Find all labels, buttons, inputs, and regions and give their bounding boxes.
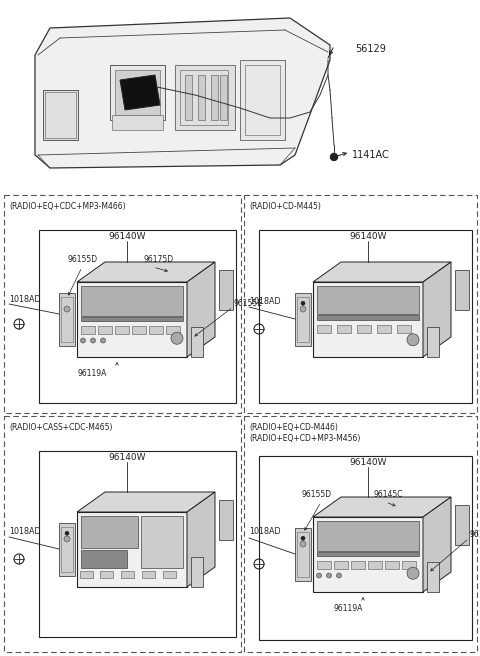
Bar bbox=[77, 282, 187, 357]
Bar bbox=[313, 517, 423, 592]
Bar bbox=[39, 230, 236, 403]
Bar bbox=[317, 325, 331, 333]
Bar bbox=[81, 516, 137, 548]
Bar bbox=[98, 325, 112, 333]
Circle shape bbox=[301, 301, 305, 305]
Text: (RADIO+EQ+CD-M446)
(RADIO+EQ+CD+MP3-M456): (RADIO+EQ+CD-M446) (RADIO+EQ+CD+MP3-M456… bbox=[249, 423, 360, 443]
Bar bbox=[4, 195, 241, 413]
Bar bbox=[141, 516, 183, 568]
Polygon shape bbox=[423, 262, 451, 357]
Bar bbox=[317, 315, 419, 319]
Polygon shape bbox=[187, 262, 215, 357]
Text: 96140W: 96140W bbox=[108, 232, 146, 241]
Bar bbox=[334, 560, 348, 569]
Bar bbox=[163, 571, 176, 577]
Bar bbox=[244, 195, 477, 413]
Bar bbox=[175, 65, 235, 130]
Bar bbox=[219, 499, 233, 539]
Bar bbox=[100, 571, 113, 577]
Text: 96155D: 96155D bbox=[67, 255, 97, 264]
Circle shape bbox=[300, 541, 306, 547]
Bar bbox=[81, 550, 127, 568]
Text: 96175D: 96175D bbox=[143, 255, 173, 264]
Bar bbox=[211, 75, 218, 120]
Bar bbox=[455, 270, 469, 310]
Text: (RADIO+CASS+CDC-M465): (RADIO+CASS+CDC-M465) bbox=[9, 423, 112, 432]
Bar bbox=[149, 325, 163, 333]
Bar bbox=[80, 571, 93, 577]
Circle shape bbox=[407, 567, 419, 579]
Text: 1018AD: 1018AD bbox=[9, 295, 41, 304]
Polygon shape bbox=[120, 75, 160, 110]
Circle shape bbox=[64, 306, 70, 312]
Bar bbox=[397, 325, 411, 333]
Bar bbox=[4, 416, 241, 652]
Circle shape bbox=[407, 334, 419, 346]
Bar bbox=[351, 560, 365, 569]
Polygon shape bbox=[77, 262, 215, 282]
Bar bbox=[191, 327, 203, 357]
Bar bbox=[317, 521, 419, 551]
Bar bbox=[121, 571, 134, 577]
Text: 96155E: 96155E bbox=[469, 530, 480, 539]
Bar bbox=[317, 552, 419, 556]
Circle shape bbox=[65, 531, 69, 535]
Text: 56129: 56129 bbox=[355, 44, 386, 54]
Bar bbox=[317, 560, 331, 569]
Text: 96140W: 96140W bbox=[349, 232, 387, 241]
Bar bbox=[185, 75, 192, 120]
Bar bbox=[244, 416, 477, 652]
Bar bbox=[115, 70, 160, 115]
Circle shape bbox=[171, 332, 183, 344]
Bar bbox=[377, 325, 391, 333]
Bar bbox=[59, 293, 75, 346]
Bar bbox=[295, 293, 311, 346]
Bar bbox=[59, 523, 75, 576]
Text: 96140W: 96140W bbox=[108, 453, 146, 462]
Bar bbox=[81, 286, 183, 316]
Circle shape bbox=[64, 536, 70, 542]
Bar bbox=[81, 325, 95, 333]
Bar bbox=[295, 528, 311, 581]
Bar bbox=[220, 75, 227, 120]
Bar bbox=[110, 65, 165, 120]
Bar bbox=[81, 318, 183, 321]
Bar bbox=[39, 451, 236, 637]
Text: 96140W: 96140W bbox=[349, 458, 387, 467]
Bar bbox=[61, 297, 73, 342]
Circle shape bbox=[300, 306, 306, 312]
Circle shape bbox=[326, 573, 332, 578]
Circle shape bbox=[100, 338, 106, 343]
Text: 96119A: 96119A bbox=[333, 604, 362, 613]
Text: 1141AC: 1141AC bbox=[352, 150, 390, 160]
Polygon shape bbox=[187, 492, 215, 587]
Polygon shape bbox=[77, 492, 215, 512]
Bar bbox=[132, 325, 146, 333]
Text: 1018AD: 1018AD bbox=[9, 527, 41, 535]
Bar bbox=[455, 504, 469, 544]
Circle shape bbox=[331, 154, 337, 161]
Bar bbox=[402, 560, 416, 569]
Bar bbox=[427, 562, 439, 592]
Bar bbox=[240, 60, 285, 140]
Bar bbox=[313, 282, 423, 357]
Bar bbox=[180, 70, 228, 125]
Bar bbox=[166, 325, 180, 333]
Bar bbox=[198, 75, 205, 120]
Circle shape bbox=[81, 338, 85, 343]
Bar bbox=[297, 532, 309, 577]
Bar bbox=[61, 527, 73, 572]
Bar bbox=[259, 230, 472, 403]
Circle shape bbox=[301, 536, 305, 541]
Text: 96155E: 96155E bbox=[233, 298, 262, 308]
Bar bbox=[43, 90, 78, 140]
Text: 1018AD: 1018AD bbox=[249, 297, 281, 306]
Bar bbox=[317, 286, 419, 314]
Bar bbox=[219, 270, 233, 310]
Text: 96145C: 96145C bbox=[373, 490, 403, 499]
Bar bbox=[115, 325, 129, 333]
Text: 1018AD: 1018AD bbox=[249, 527, 281, 537]
Circle shape bbox=[336, 573, 341, 578]
Polygon shape bbox=[35, 18, 330, 168]
Text: (RADIO+CD-M445): (RADIO+CD-M445) bbox=[249, 202, 321, 211]
